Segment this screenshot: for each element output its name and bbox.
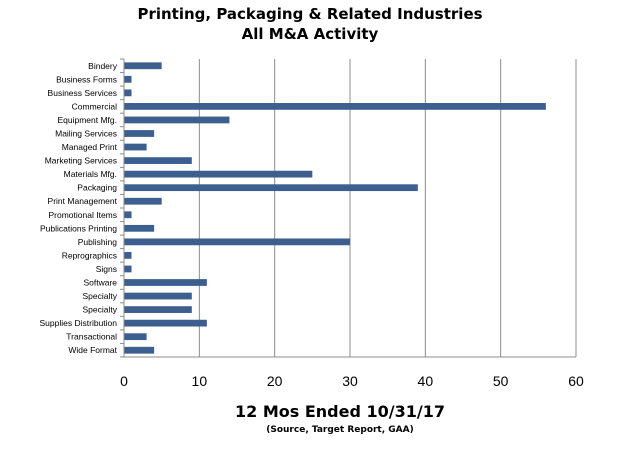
category-label: Materials Mfg.	[64, 169, 117, 179]
category-label: Print Management	[48, 196, 118, 206]
x-tick-label: 30	[342, 373, 358, 389]
bar	[124, 292, 192, 300]
chart-title-line-1: Printing, Packaging & Related Industries	[137, 5, 483, 23]
category-label: Commercial	[72, 101, 117, 111]
bars	[124, 62, 546, 354]
category-label: Publishing	[78, 237, 117, 247]
chart-title-line-2: All M&A Activity	[241, 25, 379, 43]
bar	[124, 265, 132, 273]
bar	[124, 279, 207, 286]
bar	[124, 103, 546, 110]
category-label: Bindery	[88, 61, 118, 71]
bar	[124, 184, 418, 192]
x-tick-label: 50	[493, 373, 509, 389]
bar	[124, 224, 155, 232]
x-tick-label: 60	[568, 373, 584, 389]
x-tick-label: 10	[192, 373, 208, 389]
category-label: Publications Printing	[40, 223, 117, 233]
bar	[124, 333, 147, 341]
category-label: Wide Format	[68, 345, 117, 355]
bar	[124, 130, 155, 137]
x-tick-label: 40	[418, 373, 434, 389]
bar	[124, 157, 192, 164]
bar	[124, 75, 132, 83]
bar	[124, 306, 192, 313]
category-labels: Bindery Business Forms Business Services Co…	[40, 61, 118, 355]
bar	[124, 319, 207, 327]
bar	[124, 116, 230, 124]
x-axis-title: 12 Mos Ended 10/31/17	[235, 402, 445, 421]
category-label: Specialty	[83, 291, 118, 301]
category-label: Mailing Services	[55, 129, 117, 139]
category-label: Marketing Services	[45, 156, 117, 166]
category-label: Business Services	[48, 88, 117, 98]
bar	[124, 211, 132, 219]
bar	[124, 238, 350, 246]
category-label: Managed Print	[62, 142, 118, 152]
bar	[124, 143, 147, 151]
category-label: Specialty	[83, 305, 118, 315]
category-label: Business Forms	[56, 74, 117, 84]
source-note: (Source, Target Report, GAA)	[266, 425, 414, 435]
chart-title: Printing, Packaging & Related Industries…	[0, 4, 620, 44]
category-label: Reprographics	[62, 250, 117, 260]
category-label: Signs	[96, 264, 117, 274]
x-tick-label: 0	[120, 373, 128, 389]
x-tick-labels: 0 10 20 30 40 50 60	[120, 373, 584, 389]
x-tick-label: 20	[267, 373, 283, 389]
bar	[124, 170, 313, 178]
bar	[124, 252, 132, 259]
category-label: Supplies Distribution	[40, 318, 118, 328]
category-label: Equipment Mfg.	[57, 115, 117, 125]
category-label: Transactional	[66, 332, 117, 342]
category-label: Packaging	[77, 183, 117, 193]
category-label: Promotional Items	[49, 210, 118, 220]
axes	[120, 58, 576, 358]
bar	[124, 346, 155, 354]
bar	[124, 89, 132, 97]
bar	[124, 197, 162, 205]
category-label: Software	[83, 278, 117, 288]
bar	[124, 62, 162, 70]
